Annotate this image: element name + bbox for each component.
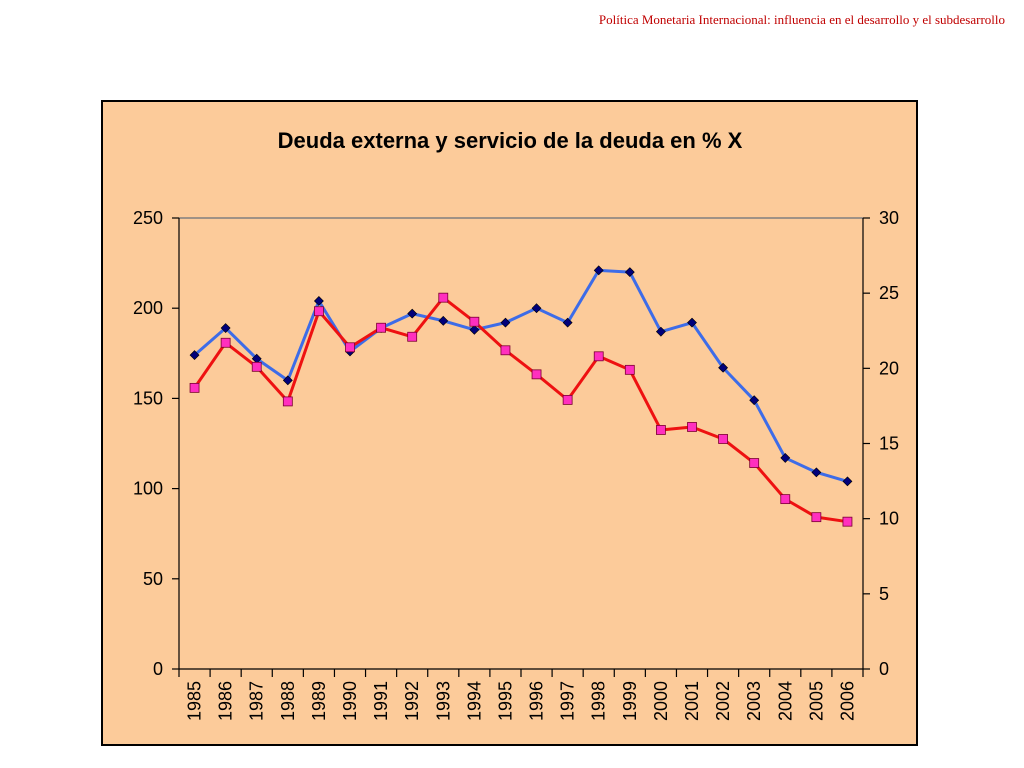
series-2-point <box>718 434 728 444</box>
series-1-point <box>842 476 853 487</box>
x-tick-label: 1992 <box>402 681 422 721</box>
x-tick-label: 1990 <box>340 681 360 721</box>
series-2-point <box>438 292 449 303</box>
series-2-point <box>500 345 511 356</box>
series-1-point <box>624 267 635 278</box>
series-2-point <box>593 351 604 362</box>
y-right-tick-label: 0 <box>879 659 889 679</box>
x-tick-label: 1998 <box>589 681 609 721</box>
y-left-tick-label: 50 <box>143 569 163 589</box>
x-tick-label: 1996 <box>527 681 547 721</box>
axes-layer: 0 50 100 150 200 250 0 5 10 15 20 25 30 1985 1986 1987 1… <box>133 208 899 721</box>
x-tick-label: 1994 <box>464 681 484 721</box>
x-tick-label: 1999 <box>620 681 640 721</box>
y-left-tick-label: 250 <box>133 208 163 228</box>
series-2-point <box>780 494 791 505</box>
series-1-point <box>562 317 573 328</box>
series-2-point <box>531 369 542 380</box>
series-1-point <box>531 303 542 314</box>
series-1-point <box>469 324 480 335</box>
header-text: Política Monetaria Internacional: influe… <box>598 12 1005 27</box>
series-1-point <box>655 326 666 337</box>
series-1-point <box>282 375 293 386</box>
x-tick-label: 2005 <box>806 681 826 721</box>
chart-frame: Deuda externa y servicio de la deuda en … <box>101 100 918 746</box>
series-2-point <box>842 516 853 527</box>
y-right-tick-label: 10 <box>879 509 899 529</box>
series-1-point <box>687 317 697 328</box>
series-2-point <box>624 364 635 375</box>
x-tick-label: 1989 <box>309 681 329 721</box>
x-tick-label: 2006 <box>837 681 857 721</box>
series-2-point <box>469 316 480 327</box>
series-2-point <box>811 512 822 523</box>
x-tick-label: 2001 <box>682 681 702 721</box>
series-line-2 <box>193 296 848 524</box>
series-2-point <box>687 422 697 432</box>
x-tick-label: 1991 <box>371 681 391 721</box>
y-right-tick-label: 15 <box>879 434 899 454</box>
series-1-point <box>749 395 760 406</box>
x-tick-label: 1988 <box>278 681 298 721</box>
series-2-point <box>282 396 293 407</box>
x-tick-label: 1986 <box>216 681 236 721</box>
series-2-point <box>376 322 386 333</box>
y-left-tick-label: 0 <box>153 659 163 679</box>
y-right-tick-label: 30 <box>879 208 899 228</box>
chart-svg: Deuda externa y servicio de la deuda en … <box>133 128 899 721</box>
series-2-point <box>220 337 231 348</box>
x-tick-label: 1987 <box>247 681 267 721</box>
series-2-point <box>749 458 760 468</box>
series-2-point <box>656 425 666 435</box>
series-1-point <box>313 296 324 306</box>
series-layer <box>189 265 853 527</box>
x-tick-label: 2004 <box>775 681 795 721</box>
series-1-point <box>593 265 604 276</box>
series-1-point <box>438 315 449 326</box>
x-tick-label: 1997 <box>558 681 578 721</box>
x-tick-label: 1985 <box>185 681 205 721</box>
series-2-point <box>407 331 418 342</box>
series-1-point <box>500 317 511 328</box>
x-tick-label: 2000 <box>651 681 671 721</box>
series-1-point <box>718 362 729 373</box>
x-tick-label: 2003 <box>744 681 764 721</box>
series-1-point <box>780 453 791 463</box>
series-2-point <box>562 395 573 405</box>
y-left-tick-label: 100 <box>133 479 163 499</box>
y-right-tick-label: 5 <box>879 584 889 604</box>
x-tick-label: 1995 <box>495 681 515 721</box>
series-2-point <box>314 306 324 317</box>
series-1-point <box>407 308 418 319</box>
series-1-point <box>811 467 822 478</box>
series-1-point <box>189 350 200 361</box>
series-line-1 <box>193 268 848 483</box>
y-right-tick-label: 25 <box>879 283 899 303</box>
y-left-tick-label: 150 <box>133 388 163 408</box>
x-tick-label: 2002 <box>713 681 733 721</box>
chart-title: Deuda externa y servicio de la deuda en … <box>278 128 743 153</box>
series-2-point <box>189 382 200 393</box>
y-right-tick-label: 20 <box>879 358 899 378</box>
x-tick-label: 1993 <box>433 681 453 721</box>
series-2-point <box>251 361 262 372</box>
y-left-tick-label: 200 <box>133 298 163 318</box>
series-2-point <box>345 342 355 353</box>
series-1-point <box>220 323 231 333</box>
